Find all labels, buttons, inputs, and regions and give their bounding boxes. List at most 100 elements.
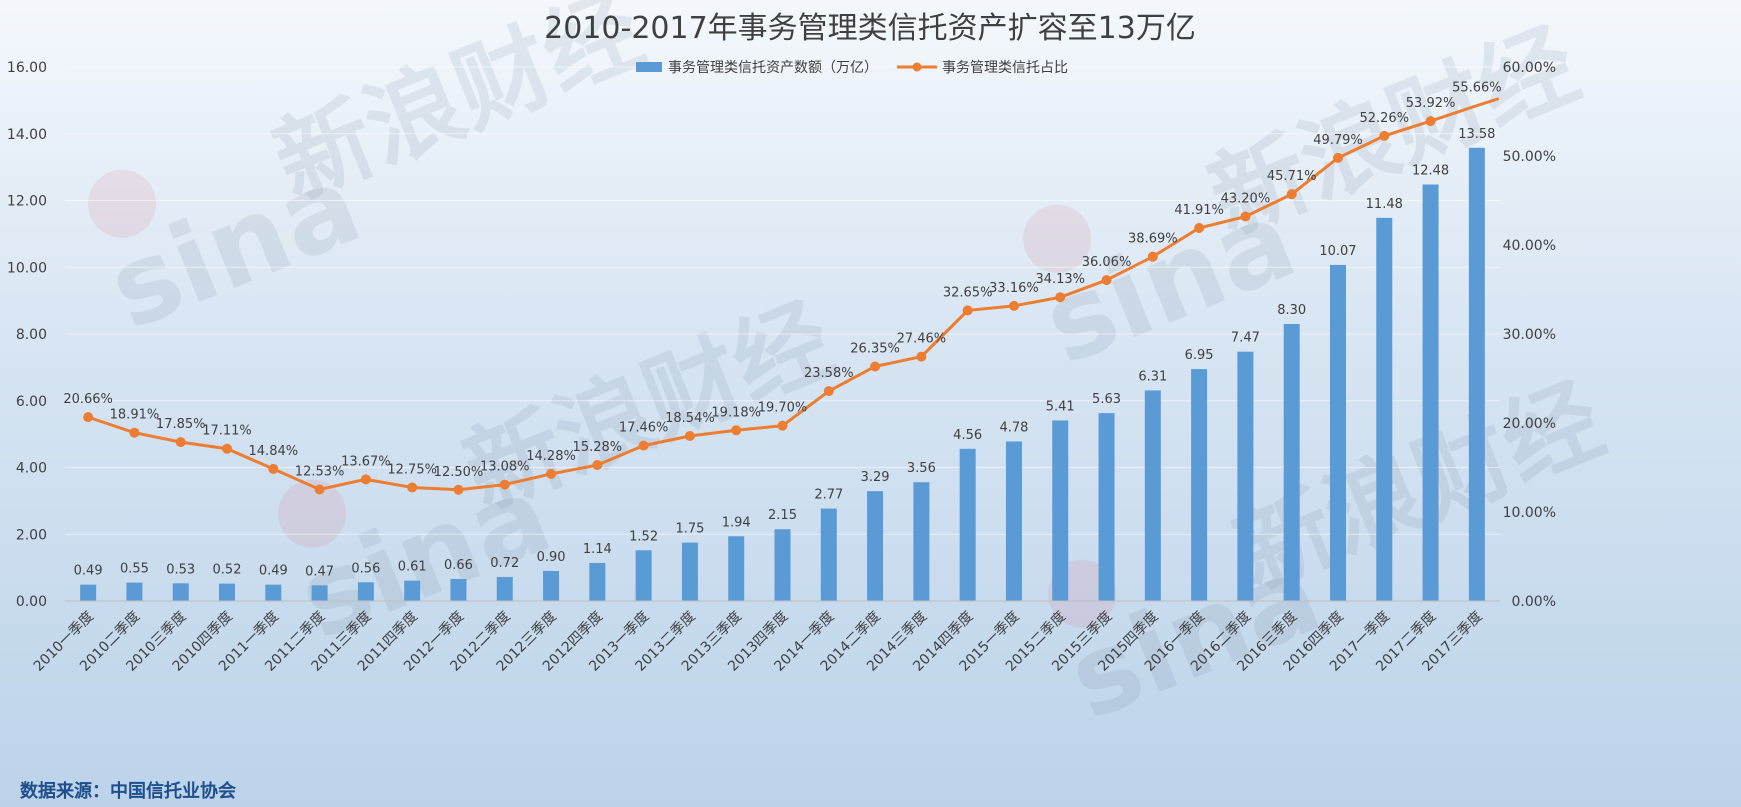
line-point [870, 361, 881, 372]
line-point [592, 460, 603, 471]
watermark-eye-icon [88, 169, 157, 238]
watermark-eye-icon [1023, 204, 1092, 273]
line-point [1008, 300, 1019, 311]
bar [219, 583, 236, 601]
y-right-tick-label: 20.00% [1503, 416, 1556, 432]
bar [635, 550, 652, 601]
bar [867, 491, 884, 601]
line-data-label: 12.50% [434, 465, 484, 480]
y-right-tick-label: 40.00% [1503, 238, 1556, 254]
line-point [268, 463, 279, 474]
line-point [83, 412, 94, 423]
bar-data-label: 10.07 [1319, 244, 1356, 259]
legend-line-marker [912, 62, 922, 72]
watermark-cn: 新浪财经 [1220, 363, 1618, 611]
line-data-label: 41.91% [1174, 203, 1224, 218]
line-point [407, 482, 418, 493]
line-data-label: 53.92% [1406, 96, 1456, 111]
line-data-label: 13.08% [480, 460, 530, 475]
y-right-tick-label: 0.00% [1512, 594, 1556, 610]
line-point [962, 305, 973, 316]
bar-data-label: 2.77 [814, 488, 843, 503]
line-point [1240, 211, 1251, 222]
bar [450, 578, 467, 601]
line-data-label: 49.79% [1313, 133, 1363, 148]
line-data-label: 36.06% [1082, 255, 1132, 270]
y-right-tick-label: 10.00% [1503, 505, 1556, 521]
line-data-label: 14.28% [526, 449, 576, 464]
line-data-label: 15.28% [573, 440, 623, 455]
line-data-label: 32.65% [943, 285, 993, 300]
line-point [1379, 130, 1390, 141]
bar-data-label: 5.41 [1046, 399, 1075, 414]
bar-data-label: 0.90 [537, 550, 566, 565]
line-data-label: 33.16% [989, 281, 1039, 296]
bar-data-label: 6.95 [1185, 348, 1214, 363]
bar-data-label: 0.61 [398, 560, 427, 575]
line-point [1194, 223, 1205, 234]
bar [1237, 351, 1254, 601]
y-left-tick-label: 12.00 [7, 194, 47, 210]
line-data-label: 45.71% [1267, 169, 1317, 184]
line-point [916, 351, 927, 362]
bar-data-label: 7.47 [1231, 331, 1260, 346]
line-path [87, 97, 1500, 492]
line-data-label: 19.70% [758, 401, 808, 416]
y-right-tick-label: 30.00% [1503, 327, 1556, 343]
bar-data-label: 13.58 [1458, 127, 1495, 142]
line-data-label: 34.13% [1035, 272, 1085, 287]
line-data-label: 12.53% [295, 464, 345, 479]
bar-data-label: 1.14 [583, 542, 612, 557]
line-data-label: 19.18% [711, 405, 761, 420]
bar-data-label: 1.52 [629, 529, 658, 544]
bar-data-label: 4.78 [999, 420, 1028, 435]
bar [1191, 369, 1208, 601]
data-labels: 0.49 0.55 0.53 0.52 0.49 0.47 0.56 0.61 0.66 0.72… [63, 81, 1501, 580]
line-data-label: 23.58% [804, 366, 854, 381]
bar-data-label: 1.94 [722, 515, 751, 530]
legend-line-label: 事务管理类信托占比 [942, 60, 1068, 76]
y-left-tick-label: 16.00 [7, 60, 47, 76]
bar-data-label: 4.56 [953, 428, 982, 443]
bar [728, 536, 745, 601]
line-point [684, 430, 695, 441]
bar [80, 584, 97, 601]
bar [543, 570, 560, 601]
bar [404, 580, 421, 601]
line-point [1332, 152, 1343, 163]
line-data-label: 13.67% [341, 454, 391, 469]
line-data-label: 27.46% [897, 332, 947, 347]
legend: 事务管理类信托资产数额（万亿） 事务管理类信托占比 [636, 60, 1068, 76]
line-point [546, 468, 557, 479]
line-data-label: 26.35% [850, 341, 900, 356]
line-point [222, 443, 233, 454]
bar [959, 448, 976, 601]
bar [357, 582, 374, 601]
y-right-tick-label: 60.00% [1503, 60, 1556, 76]
bar-data-label: 0.53 [166, 562, 195, 577]
chart-title: 2010-2017年事务管理类信托资产扩容至13万亿 [544, 11, 1196, 46]
bar-data-label: 0.52 [213, 563, 242, 578]
line-data-label: 38.69% [1128, 232, 1178, 247]
bar-data-label: 0.47 [305, 564, 334, 579]
bar [820, 508, 837, 601]
bar [1005, 441, 1022, 601]
bar [1098, 413, 1115, 601]
bar [774, 529, 791, 601]
bar-data-label: 0.56 [351, 561, 380, 576]
line-point [1425, 116, 1436, 127]
bar-data-label: 3.29 [861, 470, 890, 485]
y-left-tick-label: 4.00 [16, 461, 47, 477]
line-point [777, 420, 788, 431]
line-data-label: 17.11% [202, 424, 252, 439]
bar-data-label: 8.30 [1277, 303, 1306, 318]
y-left-tick-label: 8.00 [16, 327, 47, 343]
bar-data-label: 1.75 [675, 522, 704, 537]
line-data-label: 17.85% [156, 417, 206, 432]
bar [265, 584, 282, 601]
line-data-label: 18.54% [665, 411, 715, 426]
bar-data-label: 6.31 [1138, 369, 1167, 384]
